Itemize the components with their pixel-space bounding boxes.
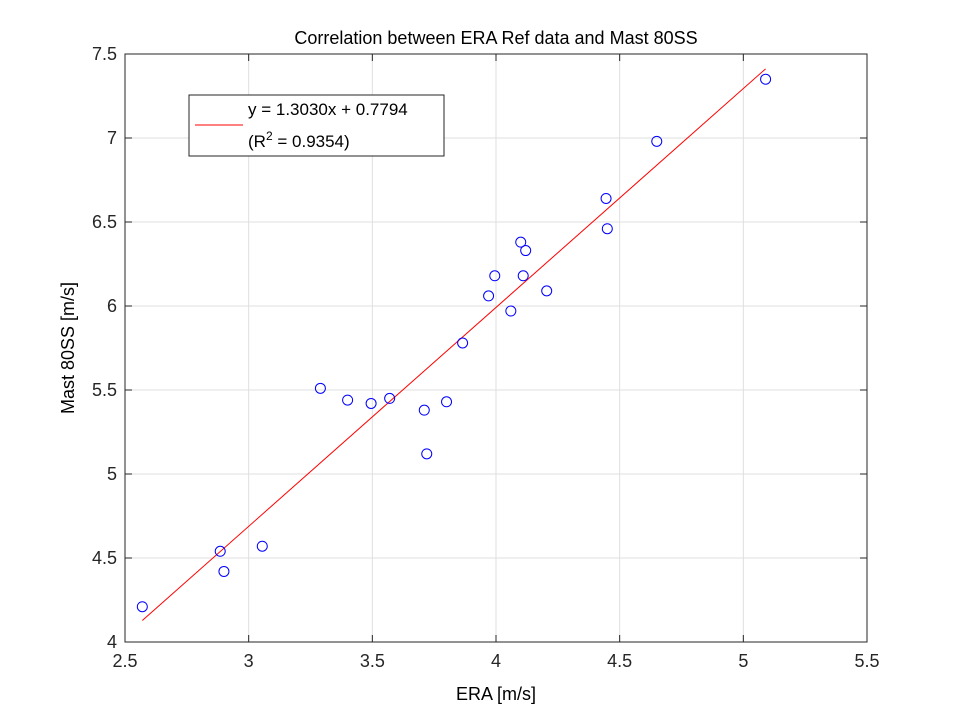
data-point: [515, 236, 527, 248]
legend-fit-label-line2: (R2 = 0.9354): [248, 129, 350, 151]
chart-title: Correlation between ERA Ref data and Mas…: [294, 28, 697, 48]
data-point: [457, 337, 469, 349]
data-point: [384, 392, 396, 404]
x-tick-label: 4.5: [607, 651, 632, 671]
y-tick-label: 4: [107, 632, 117, 652]
y-tick-label: 6: [107, 296, 117, 316]
data-point: [218, 565, 230, 577]
data-point: [483, 290, 495, 302]
data-points: [136, 73, 772, 613]
x-tick-label: 3.5: [360, 651, 385, 671]
y-tick-label: 5.5: [92, 380, 117, 400]
x-tick-label: 5: [738, 651, 748, 671]
data-point: [651, 135, 663, 147]
data-point: [517, 270, 529, 282]
data-point: [365, 397, 377, 409]
x-tick-label: 5.5: [854, 651, 879, 671]
data-point: [760, 73, 772, 85]
y-axis-label: Mast 80SS [m/s]: [58, 282, 78, 414]
x-tick-labels: 2.5 3 3.5 4 4.5 5 5.5: [112, 651, 879, 671]
y-tick-label: 4.5: [92, 548, 117, 568]
data-point: [421, 448, 433, 460]
data-point: [441, 396, 453, 408]
x-tick-label: 2.5: [112, 651, 137, 671]
data-point: [342, 394, 354, 406]
legend: y = 1.3030x + 0.7794 (R2 = 0.9354): [188, 94, 445, 157]
data-point: [600, 192, 612, 204]
legend-r-prefix: (R: [248, 132, 266, 151]
axis-ticks: [124, 53, 868, 643]
data-point: [418, 404, 430, 416]
legend-r-value: = 0.9354): [273, 132, 350, 151]
y-tick-label: 7: [107, 128, 117, 148]
legend-fit-label-line1: y = 1.3030x + 0.7794: [248, 100, 408, 119]
data-point: [214, 545, 226, 557]
data-point: [314, 382, 326, 394]
data-point: [256, 540, 268, 552]
x-tick-label: 4: [491, 651, 501, 671]
data-point: [136, 601, 148, 613]
y-tick-label: 7.5: [92, 44, 117, 64]
data-point: [541, 285, 553, 297]
data-point: [505, 305, 517, 317]
data-point: [520, 245, 532, 257]
y-tick-label: 6.5: [92, 212, 117, 232]
y-tick-label: 5: [107, 464, 117, 484]
x-axis-label: ERA [m/s]: [456, 684, 536, 704]
data-point: [489, 270, 501, 282]
legend-r-superscript: 2: [266, 129, 273, 143]
x-tick-label: 3: [244, 651, 254, 671]
fit-line: [141, 68, 766, 621]
y-tick-labels: 4 4.5 5 5.5 6 6.5 7 7.5: [92, 44, 117, 652]
data-point: [601, 223, 613, 235]
